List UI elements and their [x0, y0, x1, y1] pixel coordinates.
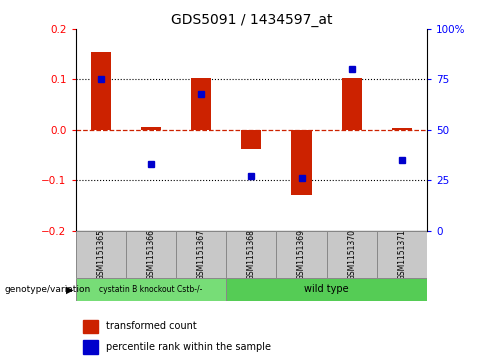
- Bar: [82, 340, 99, 354]
- Text: GSM1151365: GSM1151365: [96, 229, 105, 280]
- Title: GDS5091 / 1434597_at: GDS5091 / 1434597_at: [171, 13, 332, 26]
- Bar: [226, 231, 276, 278]
- Text: GSM1151368: GSM1151368: [247, 229, 256, 280]
- Bar: [291, 130, 311, 195]
- Bar: [342, 78, 362, 130]
- Text: wild type: wild type: [305, 285, 349, 294]
- Text: transformed count: transformed count: [105, 321, 196, 331]
- Bar: [141, 127, 161, 130]
- Bar: [191, 78, 211, 130]
- Bar: [176, 231, 226, 278]
- Bar: [377, 231, 427, 278]
- Text: GSM1151370: GSM1151370: [347, 229, 356, 280]
- Text: GSM1151369: GSM1151369: [297, 229, 306, 280]
- Bar: [126, 231, 176, 278]
- Text: ▶: ▶: [66, 285, 73, 295]
- Text: genotype/variation: genotype/variation: [5, 285, 91, 294]
- Bar: [241, 130, 262, 149]
- Text: percentile rank within the sample: percentile rank within the sample: [105, 342, 270, 352]
- Text: GSM1151367: GSM1151367: [197, 229, 205, 280]
- Bar: [82, 320, 99, 333]
- Text: GSM1151371: GSM1151371: [397, 229, 407, 280]
- Bar: [76, 231, 126, 278]
- Bar: [326, 231, 377, 278]
- Bar: [276, 231, 326, 278]
- Bar: [76, 278, 226, 301]
- Bar: [91, 52, 111, 130]
- Bar: [226, 278, 427, 301]
- Bar: [392, 128, 412, 130]
- Text: GSM1151366: GSM1151366: [146, 229, 156, 280]
- Text: cystatin B knockout Cstb-/-: cystatin B knockout Cstb-/-: [99, 285, 203, 294]
